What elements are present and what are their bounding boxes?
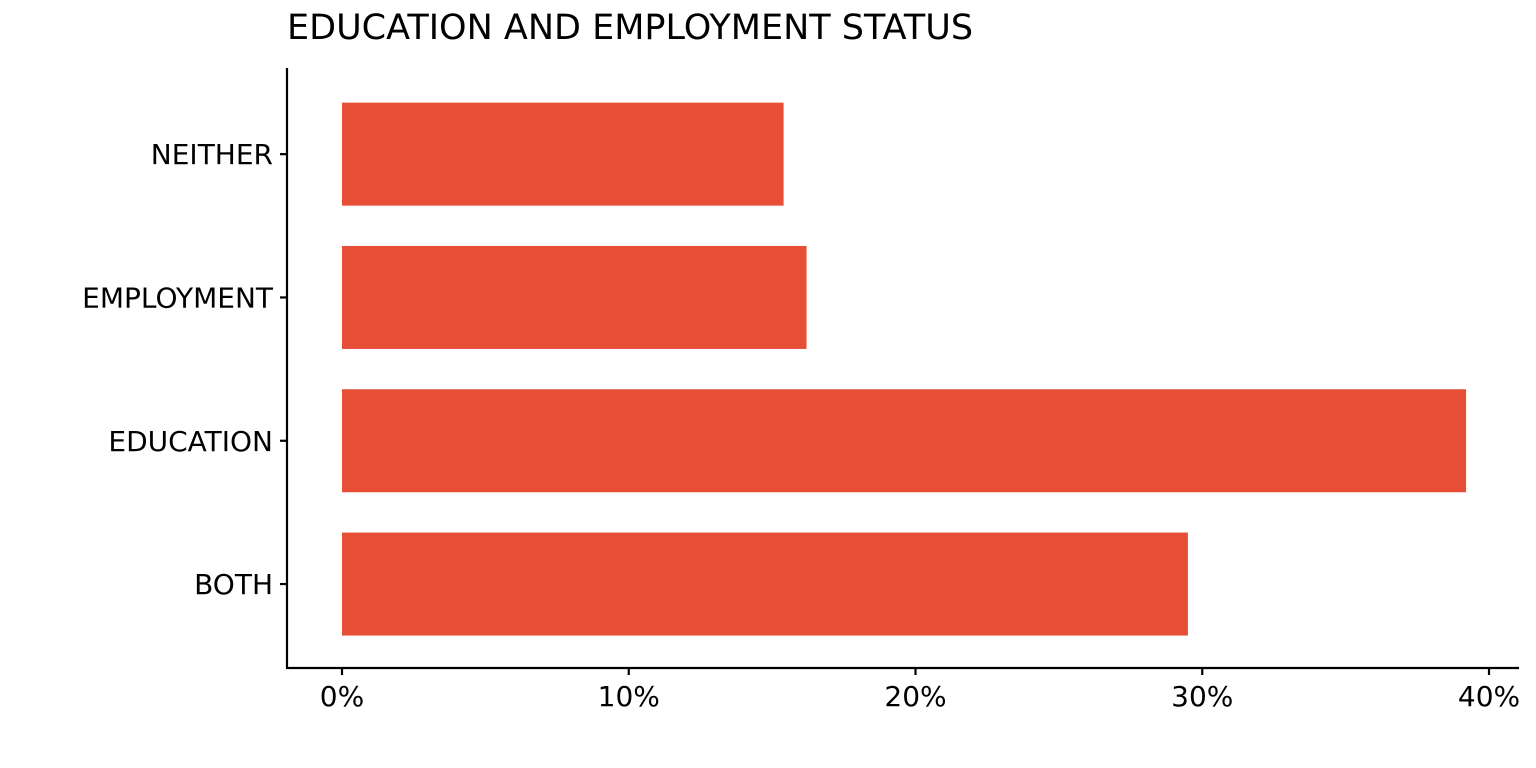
chart-title: EDUCATION AND EMPLOYMENT STATUS [287,8,974,48]
x-tick-label-0: 0% [320,680,364,713]
bar-both [342,532,1188,636]
bar-neither [342,102,784,206]
x-tick-label-20: 20% [884,680,946,713]
y-tick-label-both: BOTH [194,568,273,601]
x-tick-label-10: 10% [598,680,660,713]
bars-group [342,102,1467,636]
y-tick-label-neither: NEITHER [151,138,273,171]
y-tick-label-employment: EMPLOYMENT [82,281,274,314]
bar-education [342,389,1467,493]
axes-group: BOTH EDUCATION EMPLOYMENT NEITHER 0% 10% 20% 30… [82,68,1520,713]
x-tick-label-30: 30% [1171,680,1233,713]
x-tick-label-40: 40% [1458,680,1520,713]
bar-employment [342,245,807,349]
y-tick-label-education: EDUCATION [108,425,273,458]
